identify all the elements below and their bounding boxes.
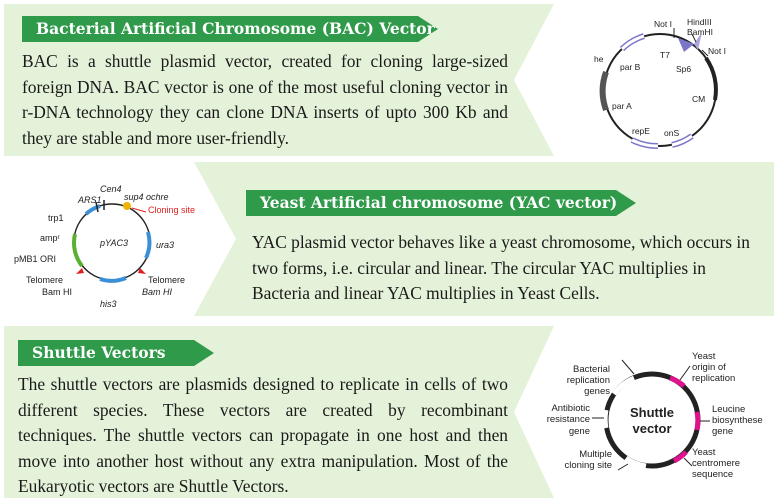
- bac-cm-segment: [704, 56, 718, 101]
- shuttle-label-mcs-2: cloning site: [564, 460, 612, 471]
- yac-pmb1-segment: [72, 233, 84, 268]
- yac-label-bamhi-right: Bam HI: [142, 287, 173, 297]
- bac-plasmid-diagram: Not I HindIII BamHI Not I he T7 Sp6 par …: [594, 17, 726, 150]
- shuttle-label-bact-2: replication: [567, 375, 610, 386]
- bac-repe-segment-inner: [631, 138, 659, 148]
- shuttle-label-centromere-2: centromere: [692, 458, 740, 469]
- bac-panel: Bacterial Artificial Chromosome (BAC) Ve…: [4, 4, 774, 156]
- shuttle-vector-diagram: Shuttle vector Bacterial replication gen…: [547, 351, 763, 480]
- shuttle-mcs-pointer: [617, 463, 629, 471]
- bac-not2-tick: [701, 49, 709, 57]
- shuttle-label-centromere-1: Yeast: [692, 447, 716, 458]
- bac-label-ons: onS: [664, 128, 679, 138]
- yac-label-pmb1: pMB1 ORI: [14, 254, 56, 264]
- bac-label-sp6: Sp6: [676, 64, 691, 74]
- shuttle-label-centromere-3: sequence: [692, 469, 733, 480]
- yac-label-sup4: sup4 ochre: [124, 192, 169, 202]
- shuttle-centromere-pointer: [683, 457, 693, 467]
- shuttle-label-antibiotic-1: Antibiotic: [551, 403, 590, 414]
- shuttle-yeast-ori-pointer: [679, 365, 691, 381]
- bac-t7-promoter-marker: [678, 38, 694, 52]
- bac-label-he: he: [594, 54, 604, 64]
- bac-label-not1: Not I: [654, 19, 672, 29]
- yac-label-his3: his3: [100, 299, 117, 309]
- yac-label-cen4: Cen4: [100, 184, 122, 194]
- bac-sp6-promoter-marker: [694, 32, 702, 50]
- yac-sup4-marker: [123, 202, 131, 210]
- bac-label-bamhi: BamHI: [687, 27, 713, 37]
- yac-title: Yeast Artificial chromosome (YAC vector): [246, 190, 636, 216]
- shuttle-label-bact-3: genes: [584, 386, 610, 397]
- shuttle-diagram-backdrop: [514, 326, 774, 498]
- shuttle-center-label-1: Shuttle: [630, 405, 674, 420]
- yac-label-cloning-site: Cloning site: [148, 205, 195, 215]
- bac-bamhi-tick: [691, 33, 697, 43]
- yac-telomere-left-marker: [76, 268, 84, 274]
- bac-label-parb: par B: [620, 62, 641, 72]
- bac-title: Bacterial Artificial Chromosome (BAC) Ve…: [22, 16, 438, 42]
- yac-cloning-site-pointer: [131, 207, 147, 213]
- bac-label-not2: Not I: [708, 46, 726, 56]
- shuttle-label-antibiotic-3: gene: [569, 426, 590, 437]
- bac-label-cm: CM: [692, 94, 705, 104]
- yac-label-trp1: trp1: [48, 213, 64, 223]
- shuttle-antibiotic-segment: [602, 409, 609, 429]
- shuttle-center-label-2: vector: [632, 421, 671, 436]
- shuttle-label-antibiotic-2: resistance: [547, 414, 590, 425]
- bac-label-repe: repE: [632, 126, 650, 136]
- shuttle-text: The shuttle vectors are plasmids designe…: [18, 374, 508, 496]
- shuttle-label-leucine-3: gene: [712, 426, 733, 437]
- shuttle-centromere-segment: [672, 450, 688, 464]
- bac-label-hindiii: HindIII: [687, 17, 712, 27]
- yac-his3-segment: [99, 276, 127, 283]
- shuttle-label-mcs-1: Multiple: [579, 449, 612, 460]
- shuttle-bact-rep-segment: [611, 375, 636, 396]
- yac-label-telomere-left: Telomere: [26, 275, 63, 285]
- shuttle-label-yeast-ori-1: Yeast: [692, 351, 716, 362]
- yac-ars1-tick: [95, 201, 99, 213]
- shuttle-panel: Shuttle Vectors The shuttle vectors are …: [4, 326, 774, 498]
- yac-trp1-segment: [84, 204, 101, 216]
- bac-diagram-backdrop: [514, 4, 774, 156]
- shuttle-label-yeast-ori-3: replication: [692, 373, 735, 384]
- yac-label-ura3: ura3: [156, 240, 174, 250]
- bac-text: BAC is a shuttle plasmid vector, created…: [22, 51, 508, 148]
- shuttle-label-leucine-2: biosynthese: [712, 415, 763, 426]
- shuttle-label-yeast-ori-2: origin of: [692, 362, 726, 373]
- bac-parb-segment-inner: [620, 34, 645, 51]
- bac-ons-segment-inner: [671, 134, 693, 147]
- shuttle-label-leucine-1: Leucine: [712, 404, 745, 415]
- yac-panel: Yeast Artificial chromosome (YAC vector)…: [4, 162, 774, 316]
- bac-label-t7: T7: [660, 50, 670, 60]
- yac-label-pyac3: pYAC3: [99, 238, 128, 248]
- shuttle-title: Shuttle Vectors: [18, 340, 214, 366]
- shuttle-leucine-segment: [694, 411, 701, 431]
- shuttle-mcs-segment: [624, 455, 647, 469]
- shuttle-label-bact-1: Bacterial: [573, 364, 610, 375]
- yac-ura3-segment: [144, 231, 152, 259]
- yac-telomere-right-marker: [138, 268, 146, 274]
- yac-diagram-backdrop: [4, 162, 236, 316]
- yac-label-ars1: ARS1: [77, 195, 102, 205]
- bac-label-para: par A: [612, 101, 632, 111]
- bac-para-segment: [599, 70, 609, 112]
- yac-label-bamhi-left: Bam HI: [42, 287, 72, 297]
- yac-plasmid-diagram: Cen4 ARS1 sup4 ochre Cloning site trp1 a…: [14, 184, 195, 309]
- yac-text: YAC plasmid vector behaves like a yeast …: [252, 232, 750, 303]
- shuttle-bact-rep-pointer: [621, 359, 635, 375]
- yac-label-telomere-right: Telomere: [148, 275, 185, 285]
- shuttle-yeast-ori-segment: [669, 375, 686, 388]
- yac-label-amp: ampʳ: [40, 233, 60, 243]
